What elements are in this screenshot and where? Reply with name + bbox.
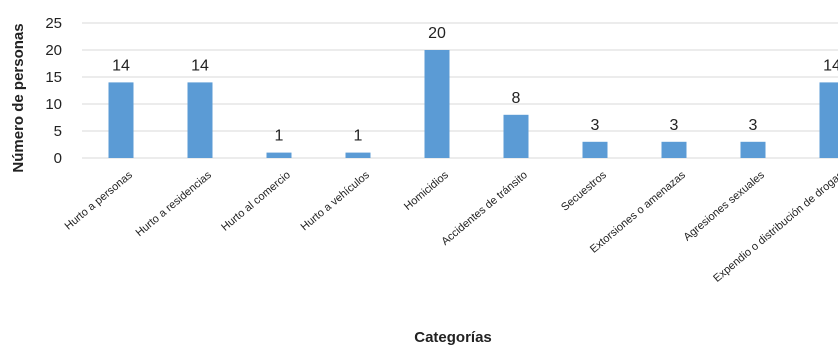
bar [661, 141, 687, 158]
data-label: 8 [512, 90, 521, 107]
category-label: Expendio o distribución de drogas [711, 169, 838, 285]
y-tick-label: 10 [45, 96, 62, 113]
bar [187, 82, 213, 158]
y-tick-label: 20 [45, 42, 62, 59]
data-label: 14 [191, 57, 209, 74]
category-label: Agresiones sexuales [681, 169, 767, 244]
bar [345, 152, 371, 158]
data-label: 1 [354, 128, 363, 145]
x-axis-title: Categorías [414, 329, 492, 346]
data-label: 3 [749, 117, 758, 134]
bar [819, 82, 838, 158]
bar [108, 82, 134, 158]
y-tick-label: 5 [54, 123, 62, 140]
bar [266, 152, 292, 158]
data-label: 3 [670, 117, 679, 134]
bar [503, 114, 529, 158]
bars [108, 50, 838, 158]
category-label: Hurto al comercio [219, 169, 293, 234]
y-tick-label: 15 [45, 69, 62, 86]
data-label: 14 [112, 57, 130, 74]
data-labels: 14 14 1 1 20 8 3 3 3 14 [112, 25, 838, 145]
category-label: Hurto a vehículos [299, 169, 373, 234]
category-label: Accidentes de tránsito [439, 169, 530, 248]
y-tick-label: 0 [54, 150, 62, 167]
category-label: Hurto a residencias [134, 169, 215, 239]
bar [582, 141, 608, 158]
category-label: Hurto a personas [63, 169, 136, 233]
category-label: Secuestros [559, 169, 609, 214]
y-axis-title: Número de personas [10, 23, 27, 172]
y-tick-label: 25 [45, 15, 62, 32]
category-label: Homicidios [402, 169, 451, 213]
data-label: 14 [823, 57, 838, 74]
data-label: 1 [275, 128, 284, 145]
data-label: 3 [591, 117, 600, 134]
y-axis-ticks: 0 5 10 15 20 25 [45, 15, 62, 167]
bar [424, 50, 450, 158]
bar [740, 141, 766, 158]
data-label: 20 [428, 25, 446, 42]
